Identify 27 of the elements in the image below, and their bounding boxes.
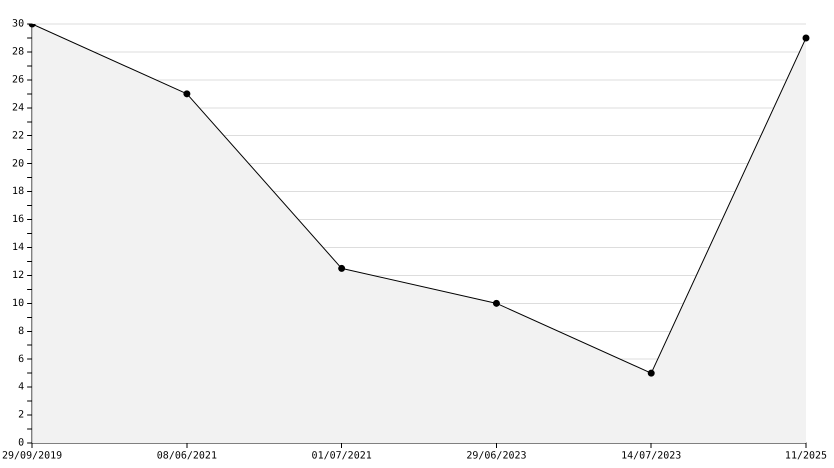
y-tick-label: 14 <box>12 242 24 254</box>
y-tick-label: 4 <box>18 382 24 393</box>
x-tick-label: 14/07/2023 <box>621 450 682 462</box>
x-tick-label: 01/07/2021 <box>312 450 372 462</box>
y-tick-label: 30 <box>12 18 24 30</box>
y-tick-label: 24 <box>12 102 24 114</box>
y-tick-label: 6 <box>18 354 24 365</box>
y-tick-label: 12 <box>12 270 24 281</box>
x-tick-label: 29/06/2023 <box>466 450 527 462</box>
y-tick-label: 2 <box>18 410 24 421</box>
y-tick-label: 8 <box>18 326 24 337</box>
point <box>183 90 190 98</box>
y-tick-label: 20 <box>12 158 24 170</box>
y-tick-label: 28 <box>12 46 24 58</box>
y-tick-label: 10 <box>12 298 24 309</box>
y-tick-label: 18 <box>12 186 24 198</box>
y-tick-label: 26 <box>12 74 24 86</box>
y-tick-label: 16 <box>12 214 24 226</box>
x-tick-label: 08/06/2021 <box>156 450 217 462</box>
x-tick-label: 29/09/2019 <box>2 450 62 462</box>
x-tick-label: 11/2025 <box>784 450 828 462</box>
y-tick-label: 0 <box>18 438 24 449</box>
point <box>492 300 500 307</box>
point <box>648 370 655 377</box>
point <box>802 34 810 42</box>
y-tick-label: 22 <box>12 130 24 142</box>
point <box>338 264 346 272</box>
